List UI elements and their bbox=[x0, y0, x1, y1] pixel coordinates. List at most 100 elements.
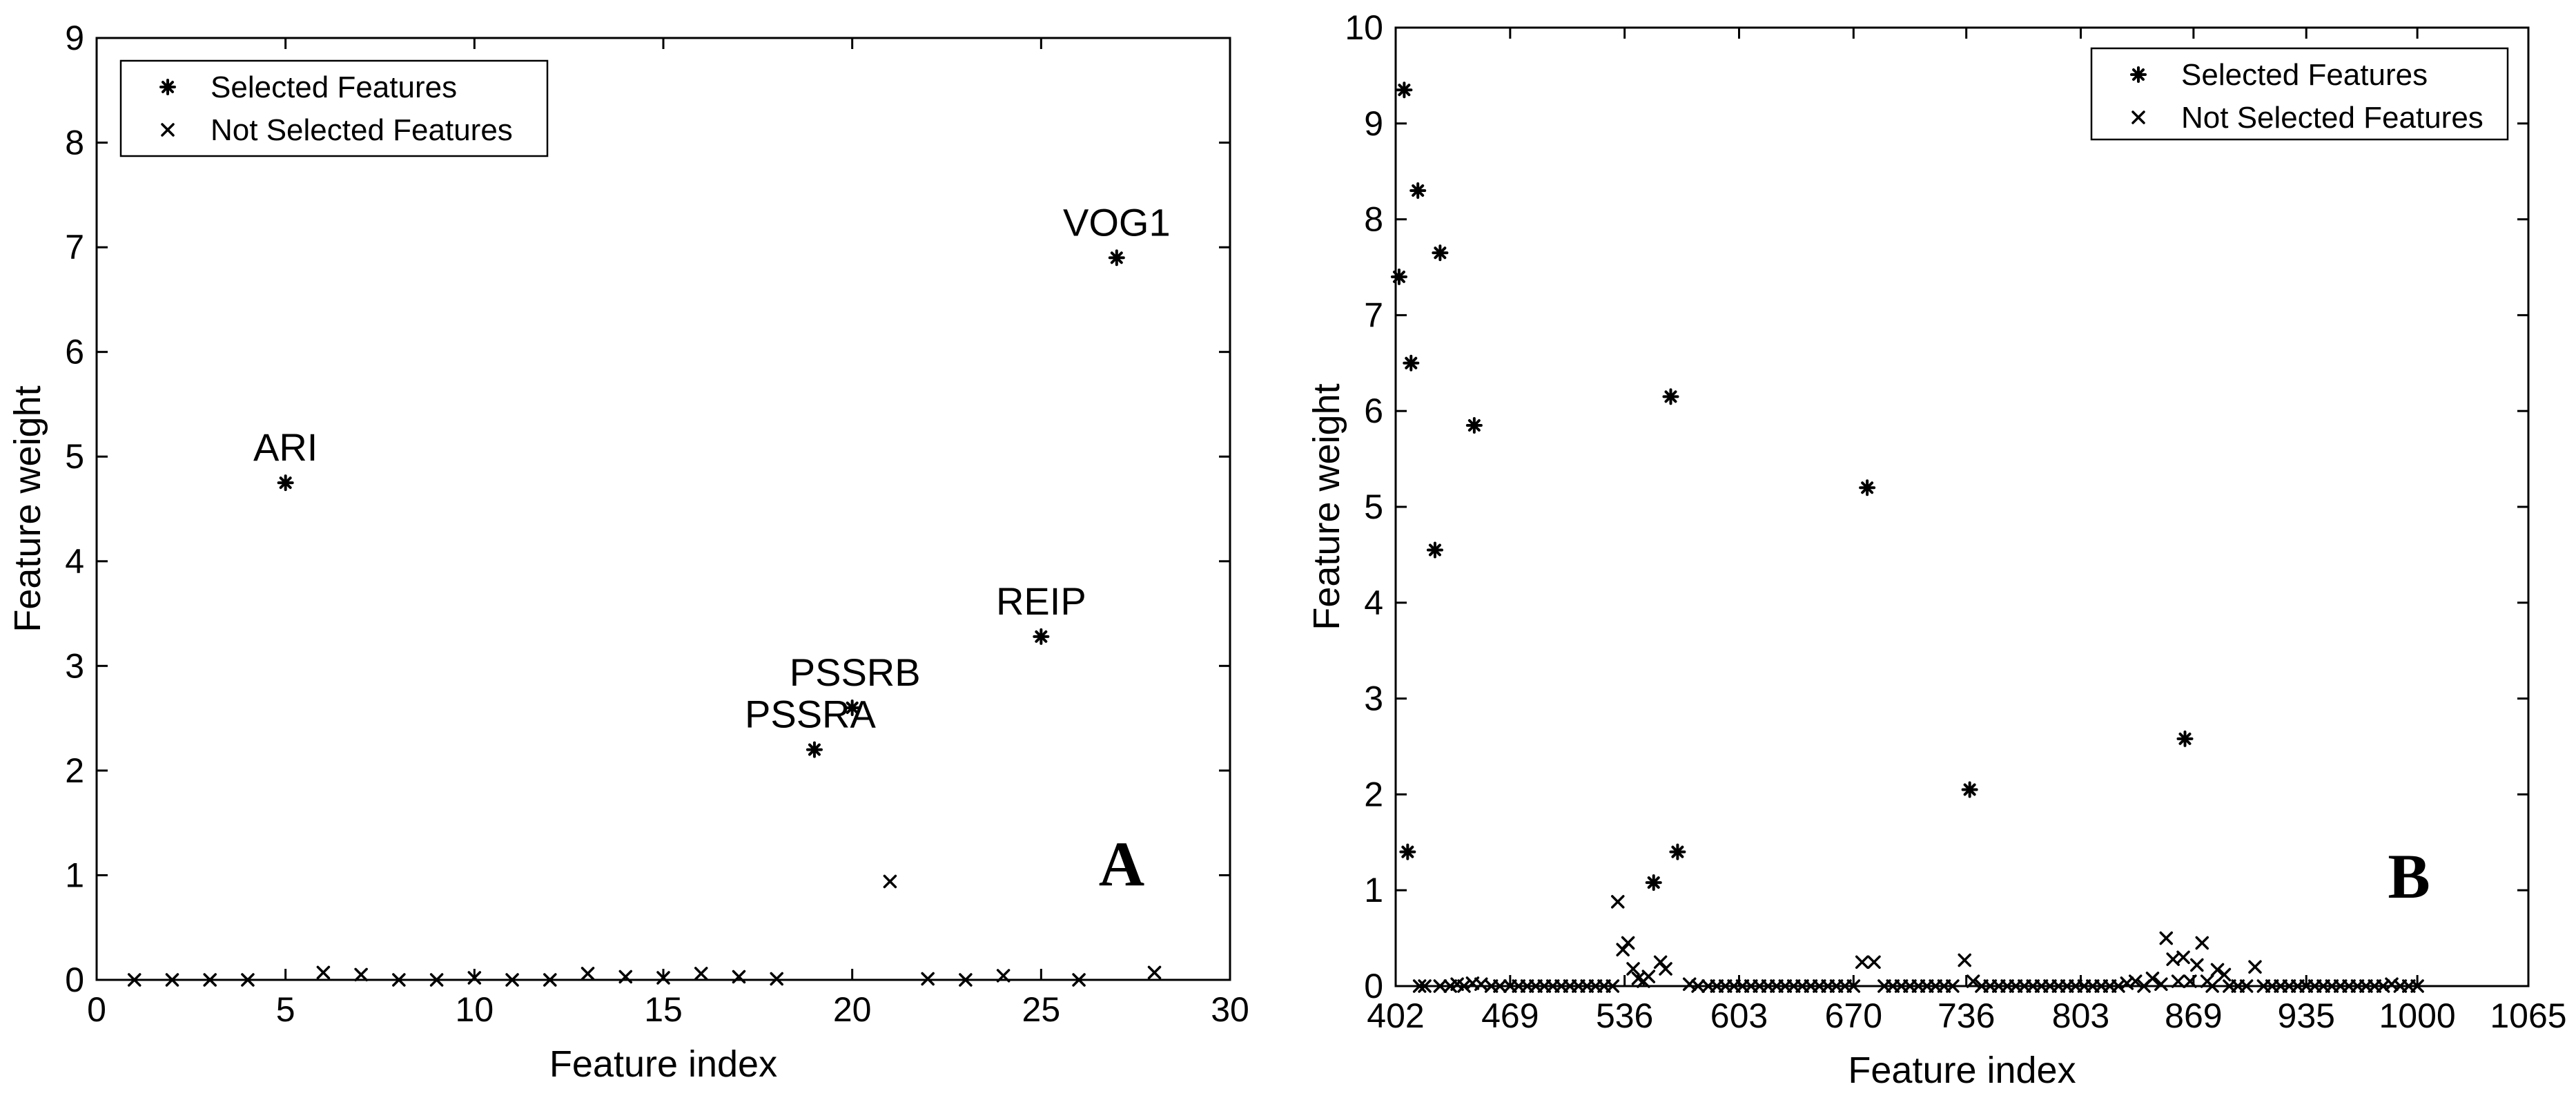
x-tick-label: 402 bbox=[1367, 996, 1424, 1035]
data-point-selected bbox=[1426, 541, 1443, 559]
x-tick-label: 5 bbox=[276, 990, 295, 1029]
data-point-not-selected bbox=[1072, 973, 1086, 987]
annotation-vog1: VOG1 bbox=[1063, 200, 1171, 244]
x-tick-label: 10 bbox=[456, 990, 494, 1029]
legend-entry: Selected Features bbox=[2181, 58, 2428, 92]
data-point-selected bbox=[1645, 874, 1662, 891]
x-tick-label: 0 bbox=[87, 990, 106, 1029]
x-tick-label: 25 bbox=[1022, 990, 1061, 1029]
x-tick-label: 736 bbox=[1938, 996, 1995, 1035]
plot-frame bbox=[95, 37, 1231, 981]
data-point-not-selected bbox=[732, 970, 746, 984]
data-point-not-selected bbox=[1691, 979, 1705, 993]
y-tick-label: 0 bbox=[1364, 967, 1383, 1005]
data-point-not-selected bbox=[1418, 979, 1432, 993]
data-point-selected bbox=[1409, 182, 1427, 199]
y-tick-label: 3 bbox=[1364, 679, 1383, 718]
data-point-not-selected bbox=[2410, 979, 2424, 993]
y-tick-label: 2 bbox=[1364, 775, 1383, 813]
chart-panel-B: 402 469 536 603 670 736 803 869 935 1000 106501234… bbox=[1306, 8, 2567, 1091]
data-point-not-selected bbox=[580, 967, 595, 981]
chart-panel-A: 0 5 10 15 20 25 30 0 1 2 3 4 5 6 7 8 9 Feature index Featu… bbox=[7, 19, 1249, 1085]
data-point-not-selected bbox=[770, 972, 783, 986]
data-point-not-selected bbox=[467, 971, 482, 985]
data-point-selected bbox=[1662, 388, 1679, 405]
legend-entry: Not Selected Features bbox=[211, 113, 513, 147]
x-tick-label: 469 bbox=[1481, 996, 1539, 1035]
data-point-not-selected bbox=[127, 973, 142, 987]
data-point-selected bbox=[2176, 730, 2194, 747]
annotation-pssra: PSSRA bbox=[745, 693, 876, 736]
data-point-not-selected bbox=[1641, 970, 1656, 983]
annotation-ari: ARI bbox=[253, 425, 318, 469]
y-tick-label: 7 bbox=[1364, 296, 1383, 334]
data-point-not-selected bbox=[2159, 931, 2174, 945]
data-point-not-selected bbox=[1946, 979, 1960, 993]
data-point-selected bbox=[1669, 843, 1686, 860]
y-tick-label: 8 bbox=[65, 124, 84, 162]
y-tick-label: 5 bbox=[65, 437, 84, 476]
data-point-not-selected bbox=[241, 973, 255, 987]
y-tick-label: 6 bbox=[65, 333, 84, 372]
series-selected-features bbox=[1390, 81, 2194, 891]
data-point-not-selected bbox=[1457, 979, 1471, 993]
data-point-not-selected bbox=[1958, 953, 1971, 967]
data-point-not-selected bbox=[2205, 979, 2219, 993]
data-point-selected bbox=[1403, 354, 1420, 372]
data-point-selected bbox=[843, 699, 861, 716]
plot-frame bbox=[1394, 26, 2530, 987]
data-point-not-selected bbox=[1867, 955, 1881, 970]
x-tick-label: 935 bbox=[2278, 996, 2335, 1035]
data-point-not-selected bbox=[1966, 974, 1980, 988]
panel-label: A bbox=[1099, 829, 1144, 899]
data-point-not-selected bbox=[996, 969, 1011, 983]
data-point-not-selected bbox=[2183, 974, 2197, 988]
data-point-selected bbox=[1390, 268, 1407, 285]
data-point-not-selected bbox=[316, 965, 331, 980]
data-point-not-selected bbox=[1659, 962, 1672, 976]
annotation-pssrb: PSSRB bbox=[790, 650, 921, 694]
data-point-not-selected bbox=[2154, 977, 2168, 991]
data-point-not-selected bbox=[618, 970, 633, 984]
y-tick-label: 9 bbox=[1364, 104, 1383, 143]
legend-cross-icon bbox=[2131, 110, 2145, 124]
data-point-not-selected bbox=[165, 973, 179, 987]
y-tick-label: 2 bbox=[65, 751, 84, 790]
y-tick-label: 5 bbox=[1364, 488, 1383, 526]
data-point-selected bbox=[1432, 244, 1449, 262]
legend-entry: Selected Features bbox=[211, 70, 457, 104]
y-tick-label: 1 bbox=[1364, 871, 1383, 909]
x-tick-label: 1000 bbox=[2379, 996, 2456, 1035]
y-axis-label: Feature weight bbox=[7, 385, 48, 632]
data-point-not-selected bbox=[921, 972, 935, 986]
legend-box bbox=[119, 59, 549, 157]
data-point-not-selected bbox=[2171, 974, 2185, 988]
x-tick-label: 869 bbox=[2165, 996, 2222, 1035]
data-point-not-selected bbox=[883, 874, 897, 889]
x-tick-label: 15 bbox=[644, 990, 683, 1029]
x-axis-label: Feature index bbox=[1848, 1050, 2076, 1091]
series-not-selected-features bbox=[127, 874, 1162, 987]
y-tick-label: 6 bbox=[1364, 392, 1383, 430]
data-point-not-selected bbox=[2176, 950, 2190, 965]
data-point-selected bbox=[1396, 81, 1413, 99]
legend-star-icon bbox=[2130, 66, 2147, 83]
legend-box bbox=[2090, 47, 2509, 141]
data-point-not-selected bbox=[203, 973, 217, 987]
data-point-not-selected bbox=[2195, 936, 2209, 950]
data-point-not-selected bbox=[1611, 895, 1625, 909]
y-tick-label: 3 bbox=[65, 646, 84, 685]
x-tick-label: 803 bbox=[2052, 996, 2109, 1035]
legend-entry: Not Selected Features bbox=[2181, 101, 2484, 135]
data-point-not-selected bbox=[2217, 967, 2232, 982]
data-point-not-selected bbox=[505, 973, 519, 987]
data-point-selected bbox=[277, 474, 294, 492]
data-point-not-selected bbox=[2145, 972, 2160, 985]
x-tick-label: 603 bbox=[1710, 996, 1768, 1035]
series-selected-features bbox=[277, 249, 1125, 758]
y-tick-label: 9 bbox=[65, 19, 84, 57]
y-tick-label: 10 bbox=[1345, 8, 1383, 47]
data-point-not-selected bbox=[2248, 960, 2262, 974]
data-point-not-selected bbox=[1147, 965, 1162, 980]
legend: Selected Features Not Selected Features bbox=[2090, 47, 2509, 141]
